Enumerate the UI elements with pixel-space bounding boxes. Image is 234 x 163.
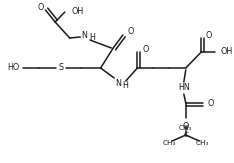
Text: O: O [37,2,44,12]
Text: HN: HN [178,83,190,92]
Text: O: O [142,45,149,54]
Text: N: N [115,79,121,88]
Text: O: O [183,122,189,131]
Text: H: H [122,81,128,89]
Text: O: O [205,31,212,40]
Text: HO: HO [7,64,20,73]
Text: N: N [81,31,87,40]
Text: CH₃: CH₃ [163,140,176,146]
Text: C: C [183,132,188,138]
Text: OH: OH [72,7,84,15]
Text: H: H [89,34,95,43]
Text: OH: OH [221,47,233,57]
Text: CH₃: CH₃ [179,125,193,131]
Text: S: S [58,64,63,73]
Text: O: O [207,98,213,108]
Text: O: O [128,28,134,37]
Text: CH₃: CH₃ [195,140,209,146]
